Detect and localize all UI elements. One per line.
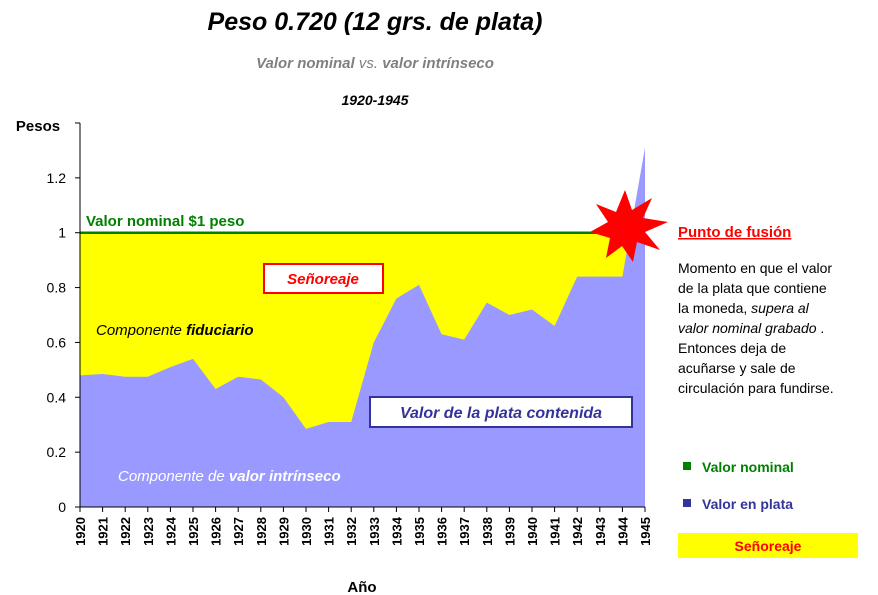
x-tick-label: 1937 xyxy=(457,517,472,546)
description-line: valor nominal grabado . xyxy=(678,320,824,336)
annotation-part: fiduciario xyxy=(186,322,254,339)
x-tick-label: 1926 xyxy=(209,517,224,546)
fiduciary-annotation: Componente fiduciario xyxy=(96,322,254,339)
y-axis-label: Pesos xyxy=(16,118,60,135)
x-tick-label: 1931 xyxy=(322,517,337,546)
x-tick-label: 1924 xyxy=(163,516,178,546)
melting-point-title: Punto de fusión xyxy=(678,224,791,241)
x-axis-label: Año xyxy=(347,579,376,595)
x-tick-label: 1942 xyxy=(570,517,585,546)
silver-annotation: Valor de la plata contenida xyxy=(400,405,602,422)
x-tick-label: 1930 xyxy=(299,517,314,546)
description: Momento en que el valor de la plata que … xyxy=(678,260,834,396)
annotation-part: Componente de xyxy=(118,468,225,485)
legend: Valor nominal Valor en plata Señoreaje xyxy=(678,459,858,558)
description-part: supera al xyxy=(751,300,809,316)
x-tick-label: 1923 xyxy=(141,517,156,546)
legend-swatch xyxy=(683,499,691,507)
legend-label: Valor en plata xyxy=(702,496,793,512)
x-tick-label: 1928 xyxy=(254,517,269,546)
y-tick-label: 1.2 xyxy=(47,170,67,186)
seigniorage-box xyxy=(263,263,384,294)
legend-swatch xyxy=(683,462,691,470)
x-tick-label: 1936 xyxy=(435,517,450,546)
x-tick-label: 1935 xyxy=(412,517,427,546)
melting-starburst xyxy=(590,190,668,262)
annotation-part: valor intrínseco xyxy=(229,468,341,485)
y-tick-label: 1 xyxy=(58,225,66,241)
period: 1920-1945 xyxy=(342,92,409,108)
y-tick-label: 0 xyxy=(58,499,66,515)
x-tick-label: 1934 xyxy=(389,516,404,546)
subtitle-part: Valor nominal xyxy=(256,55,355,72)
silver-box xyxy=(369,396,633,428)
x-tick-label: 1921 xyxy=(96,517,111,546)
x-tick-label: 1929 xyxy=(276,517,291,546)
description-line: de la plata que contiene xyxy=(678,280,827,296)
subtitle-part: valor intrínseco xyxy=(382,55,494,72)
y-tick-label: 0.8 xyxy=(47,280,67,296)
x-tick-label: 1943 xyxy=(593,517,608,546)
description-part: . xyxy=(820,320,824,336)
x-tick-label: 1922 xyxy=(118,517,133,546)
y-tick-label: 0.6 xyxy=(47,334,67,350)
chart-title: Peso 0.720 (12 grs. de plata) xyxy=(208,8,543,36)
description-line: acuñarse y sale de xyxy=(678,360,796,376)
x-tick-label: 1920 xyxy=(73,517,88,546)
x-tick-label: 1927 xyxy=(231,517,246,546)
y-tick-label: 0.4 xyxy=(47,389,67,405)
x-tick-label: 1939 xyxy=(502,517,517,546)
subtitle-part: vs. xyxy=(359,55,378,72)
description-line: la moneda, supera al xyxy=(678,300,810,316)
description-line: circulación para fundirse. xyxy=(678,380,834,396)
x-tick-label: 1941 xyxy=(548,517,563,546)
legend-label: Valor nominal xyxy=(702,459,794,475)
seigniorage-annotation: Señoreaje xyxy=(287,271,359,288)
x-tick-label: 1940 xyxy=(525,517,540,546)
x-tick-label: 1945 xyxy=(638,517,653,546)
x-tick-label: 1925 xyxy=(186,517,201,546)
y-tick-label: 0.2 xyxy=(47,444,67,460)
legend-label: Señoreaje xyxy=(735,538,802,554)
x-tick-label: 1944 xyxy=(615,516,630,546)
description-part: la moneda, xyxy=(678,300,747,316)
x-tick-label: 1933 xyxy=(367,517,382,546)
legend-swatch xyxy=(678,533,858,558)
annotation-part: Componente xyxy=(96,322,182,339)
description-part: valor nominal grabado xyxy=(678,320,817,336)
description-line: Momento en que el valor xyxy=(678,260,832,276)
x-tick-label: 1938 xyxy=(480,517,495,546)
chart-subtitle: Valor nominal vs. valor intrínseco xyxy=(256,55,494,72)
nominal-annotation: Valor nominal $1 peso xyxy=(86,213,244,230)
intrinsic-annotation: Componente de valor intrínseco xyxy=(118,468,341,485)
description-line: Entonces deja de xyxy=(678,340,786,356)
x-tick-label: 1932 xyxy=(344,517,359,546)
